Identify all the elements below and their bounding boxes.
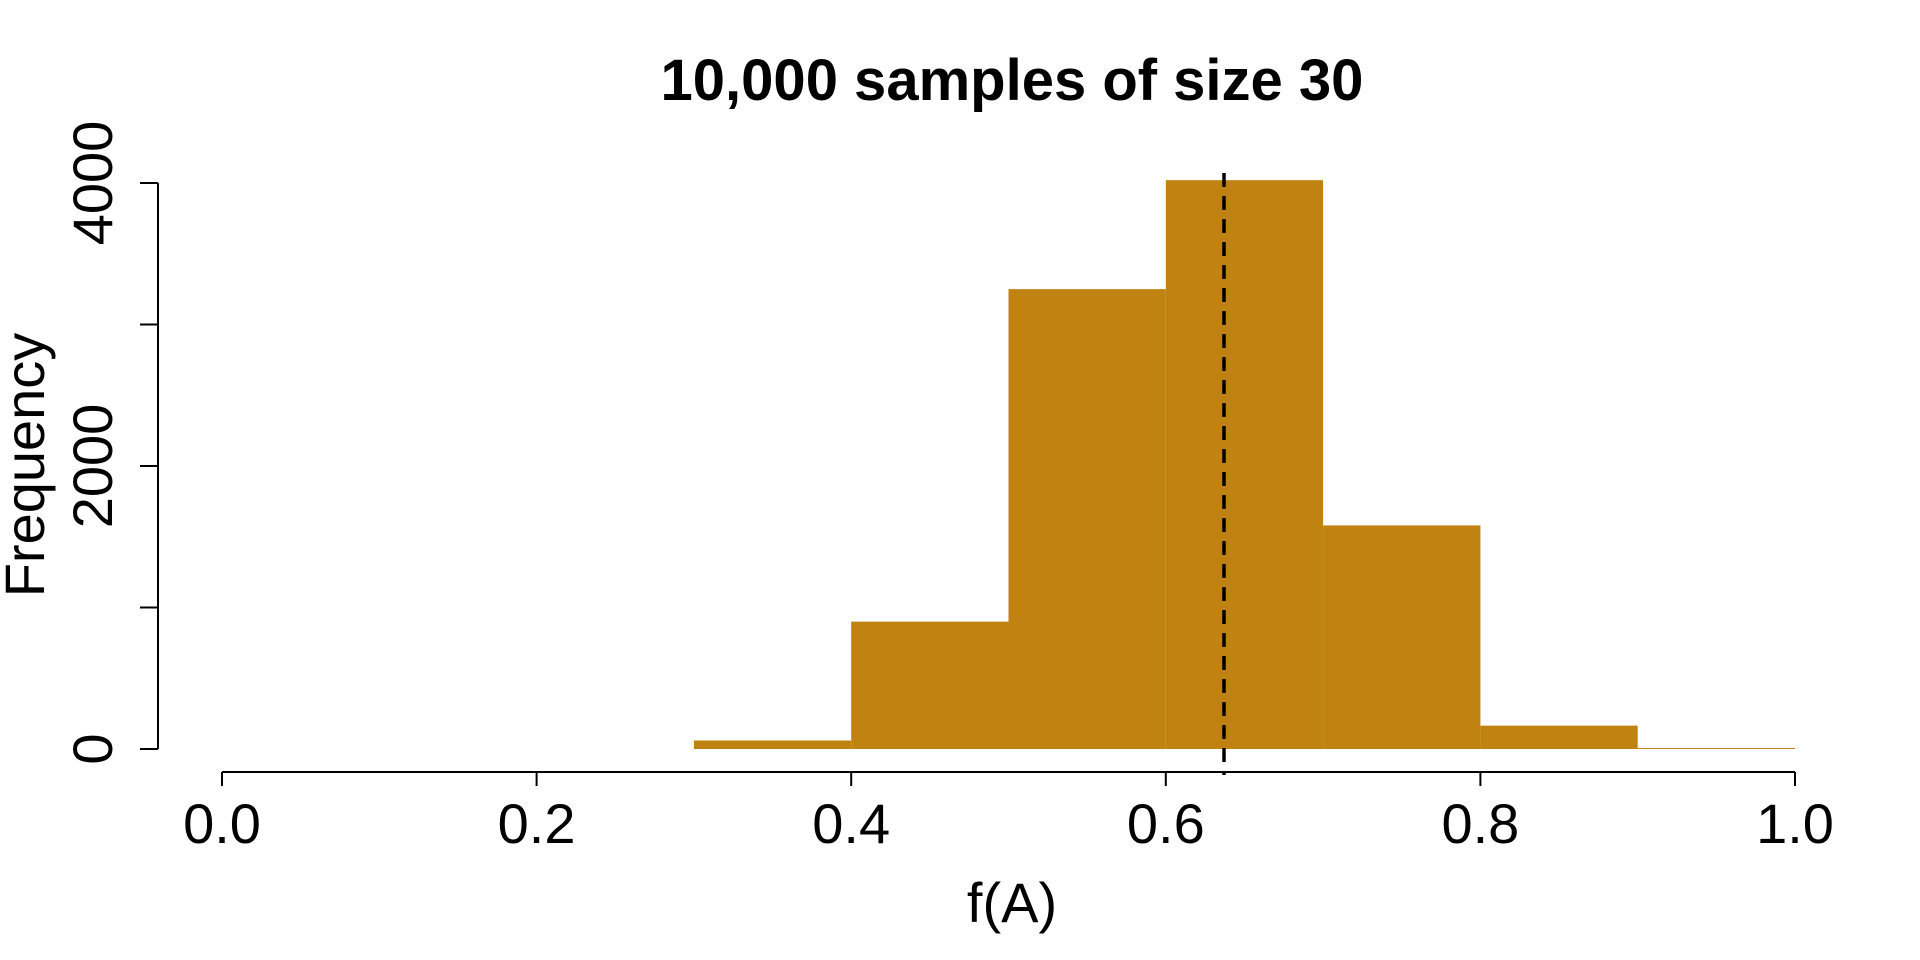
histogram-bar-0 (693, 740, 852, 749)
x-tick-label: 1.0 (1756, 792, 1834, 855)
histogram-bar-6 (1637, 748, 1795, 749)
y-axis: 0 2000 4000 (61, 121, 159, 765)
histogram-bar-1 (851, 621, 1009, 749)
histogram-bar-3 (1165, 180, 1324, 750)
y-tick-label: 2000 (61, 404, 124, 529)
chart-title: 10,000 samples of size 30 (661, 48, 1364, 113)
x-tick-label: 0.4 (812, 792, 890, 855)
y-axis-label: Frequency (0, 333, 56, 598)
x-tick-label: 0.8 (1441, 792, 1519, 855)
x-axis-label: f(A) (967, 871, 1057, 934)
x-tick-label: 0.6 (1127, 792, 1205, 855)
histogram-bar-5 (1480, 725, 1638, 749)
x-tick-label: 0.0 (183, 792, 261, 855)
histogram-bar-4 (1323, 525, 1481, 749)
x-axis: 0.0 0.2 0.4 0.6 0.8 1.0 (183, 771, 1834, 855)
y-tick-label: 0 (61, 733, 124, 764)
histogram-bar-2 (1008, 289, 1166, 749)
histogram-bars (693, 180, 1795, 750)
y-tick-label: 4000 (61, 121, 124, 246)
x-tick-label: 0.2 (498, 792, 576, 855)
